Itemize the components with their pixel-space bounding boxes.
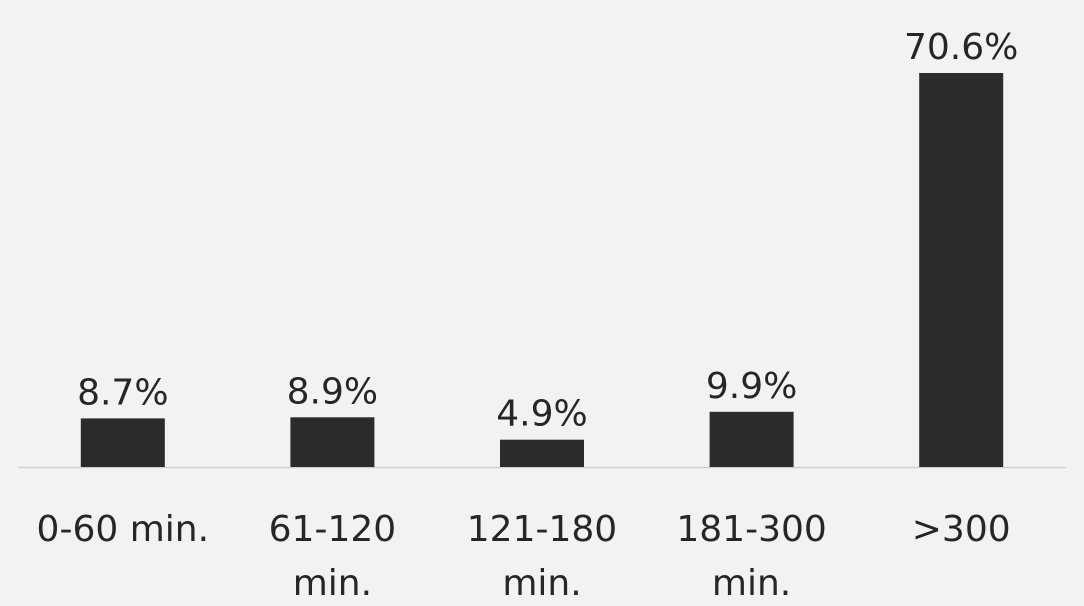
x-tick-label-line: >300 [912, 509, 1011, 550]
x-tick-label: 181-300 min. [676, 509, 826, 604]
bars-group [80, 73, 1004, 467]
data-label: 8.7% [77, 372, 168, 413]
x-tick-label: 121-180 min. [467, 509, 617, 604]
bar [290, 417, 375, 467]
x-tick-labels-group: 0-60 min. 61-120 min. 121-180 min. 181-300 min… [37, 509, 1011, 604]
bar [500, 439, 584, 467]
x-tick-label-line: 61-120 [269, 509, 397, 550]
data-label: 4.9% [496, 394, 587, 435]
bar [919, 73, 1004, 467]
x-tick-label-line: min. [502, 563, 581, 604]
data-label: 9.9% [706, 366, 797, 407]
data-labels-group: 8.7% 8.9% 4.9% 9.9% 70.6% [77, 27, 1018, 435]
x-tick-label-line: 181-300 [676, 509, 826, 550]
bar [80, 418, 165, 467]
x-tick-label-line: min. [293, 563, 372, 604]
x-tick-label-line: 0-60 min. [37, 509, 209, 550]
x-tick-label-line: min. [712, 563, 791, 604]
bar [709, 411, 794, 467]
x-tick-label: 0-60 min. [37, 509, 209, 550]
data-label: 8.9% [287, 371, 378, 412]
data-label: 70.6% [904, 27, 1018, 68]
x-tick-label: >300 [912, 509, 1011, 550]
x-tick-label: 61-120 min. [269, 509, 397, 604]
x-tick-label-line: 121-180 [467, 509, 617, 550]
